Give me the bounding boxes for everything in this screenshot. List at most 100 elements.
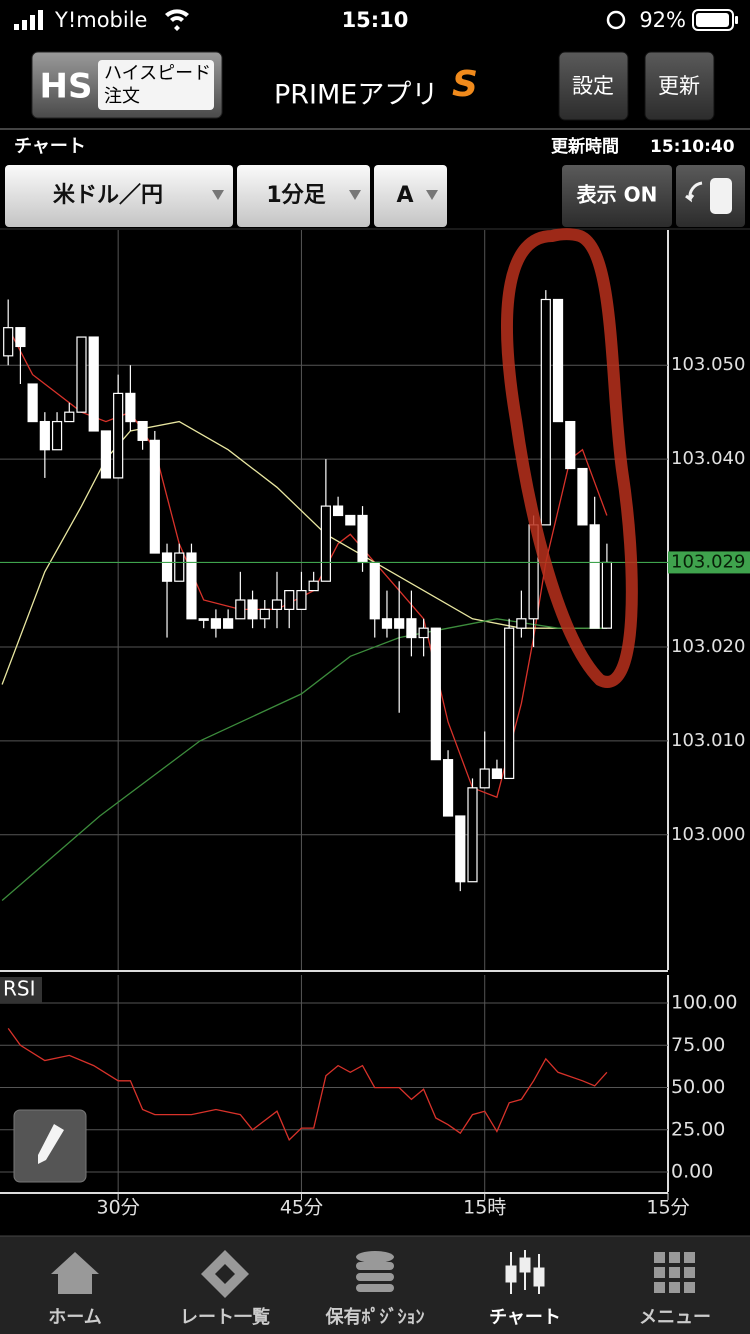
y-tick-label: 103.010 (671, 730, 745, 751)
candle-body-down (100, 430, 112, 479)
candle-body-up (64, 411, 75, 423)
chart-icon[interactable] (505, 1250, 545, 1294)
candle-body-up (51, 420, 63, 451)
rotate-icon-arrow (685, 181, 703, 203)
candle-body-down (186, 552, 197, 620)
candle-body-down (223, 618, 234, 629)
indicator-line (7, 327, 608, 799)
interval-label: 1分足 (266, 183, 325, 208)
candle-body-down (39, 420, 50, 451)
candle-body-up (601, 561, 613, 629)
home-icon[interactable] (51, 1252, 99, 1294)
candle-body-up (3, 327, 14, 357)
panel-title: RSI (3, 977, 36, 1001)
candle-body-down (565, 420, 576, 470)
nav-label[interactable]: 保有ﾎﾟｼﾞｼｮﾝ (325, 1306, 425, 1328)
mode-label: A (396, 183, 413, 208)
settings-button[interactable] (558, 51, 629, 121)
candle-body-up (284, 590, 295, 610)
candle-body-up (308, 580, 319, 592)
candle-body-down (210, 618, 222, 629)
candle-body-up (540, 298, 551, 526)
y-tick-label: 103.040 (671, 448, 745, 469)
candle-body-down (369, 561, 380, 620)
refresh-button[interactable] (644, 51, 715, 121)
position-icon[interactable] (356, 1251, 394, 1292)
pair-select[interactable] (5, 165, 233, 227)
dropdown-arrow (426, 190, 438, 200)
x-tick-label: 45分 (280, 1197, 323, 1219)
display-toggle[interactable] (562, 165, 672, 227)
x-tick-label: 15分 (646, 1197, 689, 1219)
toolbar: 米ドル／円 1分足 A 表示 ON (5, 165, 745, 227)
status-bar: Y!mobile 15:10 92% (14, 8, 738, 32)
clock: 15:10 (342, 8, 409, 32)
mode-select[interactable] (374, 165, 447, 227)
candle-body-down (345, 514, 356, 526)
pair-label: 米ドル／円 (53, 183, 163, 208)
y-tick-label: 75.00 (671, 1034, 725, 1056)
nav-label[interactable]: メニュー (639, 1307, 711, 1328)
indicator-line (1, 420, 607, 685)
candle-body-down (442, 759, 454, 817)
y-tick-label: 103.000 (671, 824, 745, 845)
candle-body-down (332, 505, 344, 517)
menu-icon[interactable] (654, 1252, 695, 1293)
charts: 103.050 103.040 103.020 103.010 103.000 103.0… (0, 230, 750, 1219)
hs-badge-line1: ハイスピード (104, 63, 211, 84)
pencil-icon (38, 1124, 64, 1164)
wifi-icon (165, 9, 189, 32)
nav-label-active[interactable]: チャート (489, 1307, 561, 1328)
candle-body-down (27, 383, 38, 423)
candle-body-down (137, 420, 148, 441)
candle-body-up (113, 392, 124, 479)
candle-body-down (149, 439, 160, 554)
indicator-line (1, 618, 607, 901)
candle-body-up (174, 552, 185, 582)
rate-icon[interactable] (201, 1250, 249, 1298)
candle-body-up (467, 787, 478, 883)
candle-body-down (430, 627, 441, 761)
update-label: 更新時間 (551, 136, 619, 157)
y-tick-label: 25.00 (671, 1118, 725, 1140)
nav-label[interactable]: レート一覧 (180, 1306, 270, 1328)
nav-label[interactable]: ホーム (48, 1307, 101, 1328)
display-toggle-label: 表示 ON (576, 183, 658, 207)
candle-body-up (320, 505, 331, 582)
candle-body-down (577, 467, 588, 526)
candle-body-down (406, 618, 417, 639)
dropdown-arrow (212, 190, 224, 200)
last-price-tag (668, 551, 750, 574)
candle-body-down (161, 552, 173, 582)
signal-bar (30, 15, 35, 30)
y-tick-label: 0.00 (671, 1161, 713, 1183)
candle-body-down (88, 336, 99, 432)
candle-body-down (381, 618, 393, 629)
hand-drawn-circle (501, 228, 638, 688)
candle-body-down (455, 815, 466, 883)
y-tick-label: 103.020 (671, 636, 745, 657)
battery-outline (692, 9, 734, 31)
dropdown-arrow (349, 190, 361, 200)
battery-percent: 92% (639, 8, 686, 32)
candle-body-up (296, 590, 307, 610)
candle-body-up (504, 627, 515, 780)
candle-body-down (125, 392, 136, 423)
hs-logo: HS (40, 67, 93, 107)
candle-body-up (271, 599, 283, 610)
candle-body-up (516, 618, 527, 629)
signal-bar (38, 10, 43, 30)
signal-bar (14, 24, 19, 30)
candle-body-down (357, 514, 368, 564)
signal-bar (22, 20, 27, 30)
app-mark: S (452, 64, 478, 105)
rotate-icon-phone (710, 178, 732, 214)
candle-body-up (259, 608, 270, 620)
candle-body-up (418, 627, 429, 639)
interval-select[interactable] (237, 165, 370, 227)
refresh-label: 更新 (658, 74, 700, 98)
last-price-label: 103.029 (671, 551, 745, 572)
